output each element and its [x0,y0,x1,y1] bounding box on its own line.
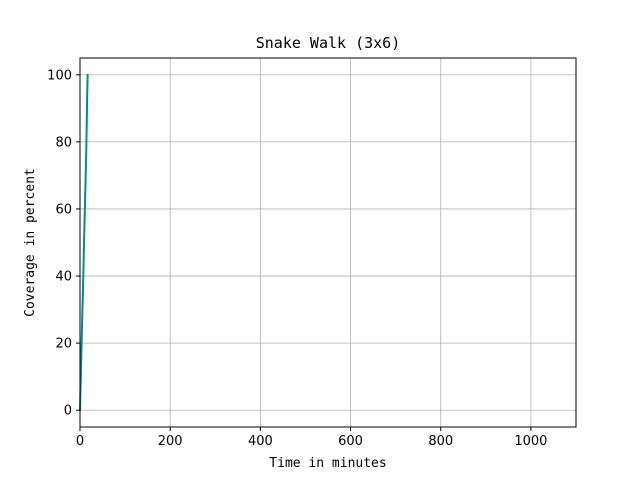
y-tick-label-0: 0 [64,404,72,419]
y-tick-label-60: 60 [55,202,72,217]
x-tick-label-200: 200 [158,434,183,449]
series-line-0 [79,73,89,412]
y-axis-ticks: 0 20 40 60 80 100 [47,68,80,419]
x-axis-label: Time in minutes [269,456,386,471]
y-tick-label-20: 20 [55,337,72,352]
y-tick-label-80: 80 [55,135,72,150]
series-layer [79,73,89,412]
y-grid [80,74,576,411]
x-tick-label-600: 600 [338,434,363,449]
y-axis-label: Coverage in percent [23,168,38,317]
x-tick-label-400: 400 [248,434,273,449]
x-axis-ticks: 0 200 400 600 800 1000 [76,427,547,449]
x-tick-label-1000: 1000 [514,434,547,449]
x-tick-label-800: 800 [428,434,453,449]
y-tick-label-100: 100 [47,68,72,83]
plot-area-frame [79,57,577,428]
chart-title: Snake Walk (3x6) [256,34,401,52]
x-tick-label-0: 0 [76,434,84,449]
y-tick-label-40: 40 [55,270,72,285]
